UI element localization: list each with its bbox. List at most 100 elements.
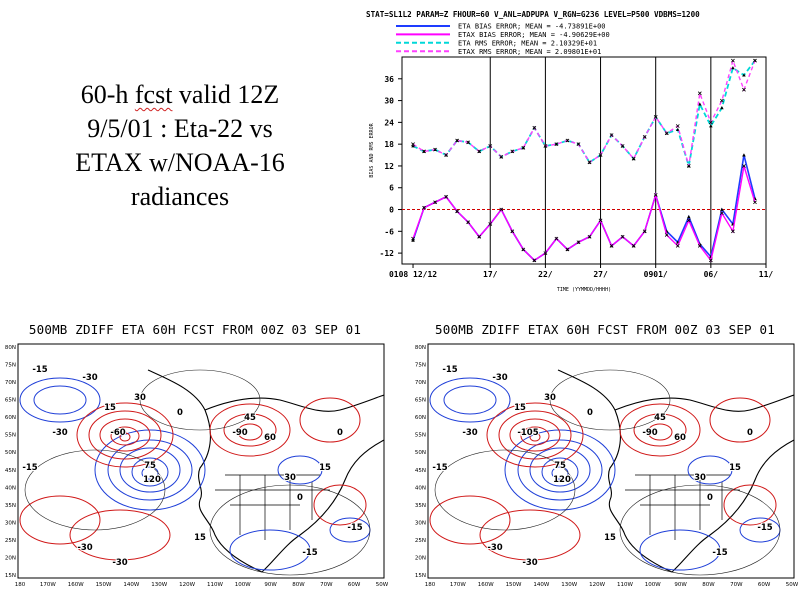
contour-label-14: 15 [319,463,331,473]
lon-label-10: 80W [702,582,715,588]
contour-label-13: 30 [284,473,296,483]
legend-entry-3: ETAX RMS ERROR; MEAN = 2.09801E+01 [458,48,601,56]
contour-label-10: 45 [244,413,256,423]
series-1-point-25 [686,218,691,223]
series-3-point-9 [510,149,515,154]
series-3-point-3 [444,153,449,157]
series-1-point-29 [731,229,735,234]
contour-label-11: 60 [264,433,276,443]
lat-label-12: 20N [5,555,16,561]
series-1-point-3 [444,194,449,199]
lon-label-9: 90W [264,582,277,588]
contour-label-10: 45 [654,413,666,423]
contour-label-11: 60 [674,433,686,443]
contour-label-16: -15 [302,548,317,558]
series-3-point-31 [753,58,757,63]
map-frame [17,343,385,579]
lat-label-2: 70N [5,380,16,386]
blue-contour-2 [119,447,181,493]
series-0-point-28 [720,207,724,211]
lon-label-6: 120W [179,582,195,588]
series-1-point-27 [708,258,713,263]
lon-label-3: 150W [506,582,522,588]
series-1-point-16 [587,234,592,239]
lat-label-10: 30N [415,520,426,526]
series-1-point-12 [543,251,548,255]
blue-contour-7 [639,529,721,571]
contour-label-7: 120 [553,475,571,485]
lat-label-12: 20N [415,555,426,561]
series-1-point-9 [510,229,515,234]
lat-label-0: 80N [5,345,16,351]
contour-label-12: -90 [232,428,247,438]
lat-label-2: 70N [415,380,426,386]
series-3-point-1 [422,149,426,154]
series-1-point-15 [576,240,581,245]
plot-frame [401,56,767,265]
series-1-point-6 [477,234,482,239]
lon-label-5: 130W [151,582,167,588]
contour-label-18: -30 [522,558,537,568]
red-contour-4 [529,432,541,442]
map-contours: -15-3015300-6075120-30-154560-9030150-15… [19,364,384,576]
lon-label-8: 100W [235,582,251,588]
lat-label-13: 15N [415,573,426,579]
contour-label-4: 0 [587,408,593,418]
red-contour-9 [723,484,777,526]
black-contour-1 [434,449,576,531]
red-contour-2 [99,418,151,452]
series-1-point-26 [697,243,702,248]
black-contour-2 [619,484,781,576]
blue-contour-2 [529,447,591,493]
black-contour-0 [139,369,261,431]
red-contour-8 [709,397,771,443]
lon-label-13: 50W [376,582,389,588]
contour-label-18: -30 [112,558,127,568]
contour-label-5: -105 [517,428,538,438]
y-axis-label: BIAS AND RMS ERROR [369,122,375,177]
series-1-point-20 [631,243,636,248]
y-tick-label-5: 18 [384,140,394,149]
series-line-1 [412,165,756,262]
contour-label-2: 15 [104,403,116,413]
red-contour-5 [619,403,701,457]
series-3-point-29 [731,58,735,63]
series-3-point-18 [609,133,614,137]
red-contour-1 [88,410,162,460]
series-3-point-21 [642,135,647,139]
series-2-point-29 [731,66,735,70]
series-1-point-14 [565,247,570,252]
contour-label-0: -15 [32,365,47,375]
lon-label-12: 60W [348,582,361,588]
blue-contour-5 [429,377,511,423]
lat-label-5: 55N [415,433,426,439]
series-3-point-17 [598,153,603,157]
x-tick-label-4: 0901/ [644,270,668,279]
lon-label-3: 150W [96,582,112,588]
red-contour-11 [19,495,101,545]
blue-contour-6 [443,385,497,415]
red-contour-1 [498,410,572,460]
coastline [147,369,384,573]
series-2-point-30 [742,73,746,77]
series-3-point-10 [521,145,526,150]
black-contour-0 [549,369,671,431]
lat-label-6: 50N [5,450,16,456]
blue-contour-1 [517,439,603,501]
blue-contour-0 [504,429,616,511]
series-1-point-2 [433,200,437,205]
series-3-point-19 [620,144,625,148]
map-title-eta: 500MB ZDIFF ETA 60H FCST FROM 00Z 03 SEP… [28,322,362,337]
contour-label-1: -30 [82,373,97,383]
map-panel-etax: 500MB ZDIFF ETAX 60H FCST FROM 00Z 03 SE… [410,322,800,594]
x-tick-label-5: 06/ [704,270,719,279]
contour-label-12: -90 [642,428,657,438]
series-1-point-8 [499,207,504,212]
series-1-point-7 [488,222,493,226]
x-tick-label-0: 0108 12/12 [389,270,437,279]
boundaries [215,474,330,540]
series-3-point-13 [554,142,559,147]
lat-label-1: 75N [5,363,16,369]
lat-label-10: 30N [5,520,16,526]
series-0-point-0 [411,238,415,242]
